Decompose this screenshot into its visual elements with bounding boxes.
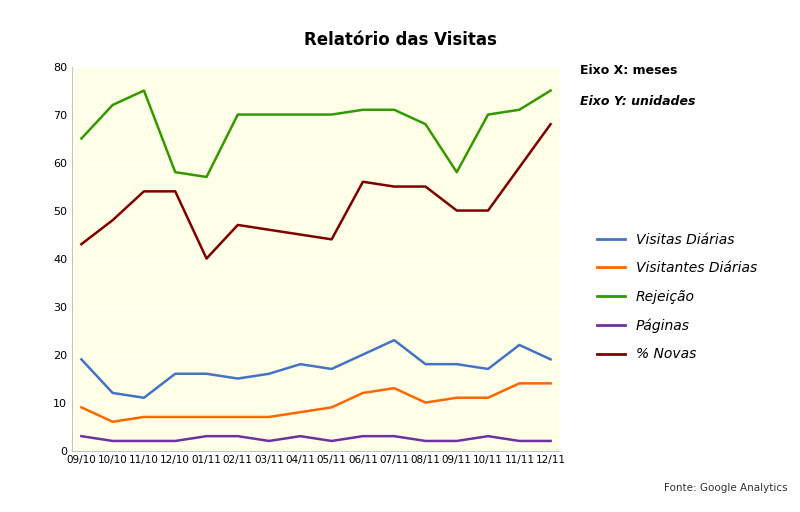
Text: Eixo Y: unidades: Eixo Y: unidades bbox=[580, 95, 695, 108]
Text: Eixo X: meses: Eixo X: meses bbox=[580, 64, 678, 77]
Text: Relatório das Visitas: Relatório das Visitas bbox=[303, 31, 497, 49]
Text: Fonte: Google Analytics: Fonte: Google Analytics bbox=[664, 482, 788, 493]
Legend: Visitas Diárias, Visitantes Diárias, Rejeição, Páginas, % Novas: Visitas Diárias, Visitantes Diárias, Rej… bbox=[591, 227, 762, 367]
